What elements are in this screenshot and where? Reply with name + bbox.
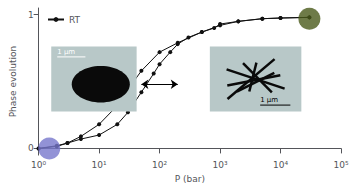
svg-text:10³: 10³ [213, 160, 228, 170]
svg-text:P (bar): P (bar) [175, 174, 205, 184]
svg-text:Phase evolution: Phase evolution [8, 46, 18, 118]
svg-text:1 μm: 1 μm [57, 48, 75, 56]
svg-text:0: 0 [28, 143, 34, 153]
svg-text:10⁰: 10⁰ [31, 160, 46, 170]
svg-text:1: 1 [28, 10, 34, 20]
svg-text:10¹: 10¹ [92, 160, 107, 170]
svg-text:RT: RT [69, 15, 81, 25]
svg-text:10⁵: 10⁵ [333, 160, 348, 170]
svg-text:10⁴: 10⁴ [273, 160, 288, 170]
svg-text:1 μm: 1 μm [260, 96, 278, 104]
svg-text:10²: 10² [152, 160, 167, 170]
